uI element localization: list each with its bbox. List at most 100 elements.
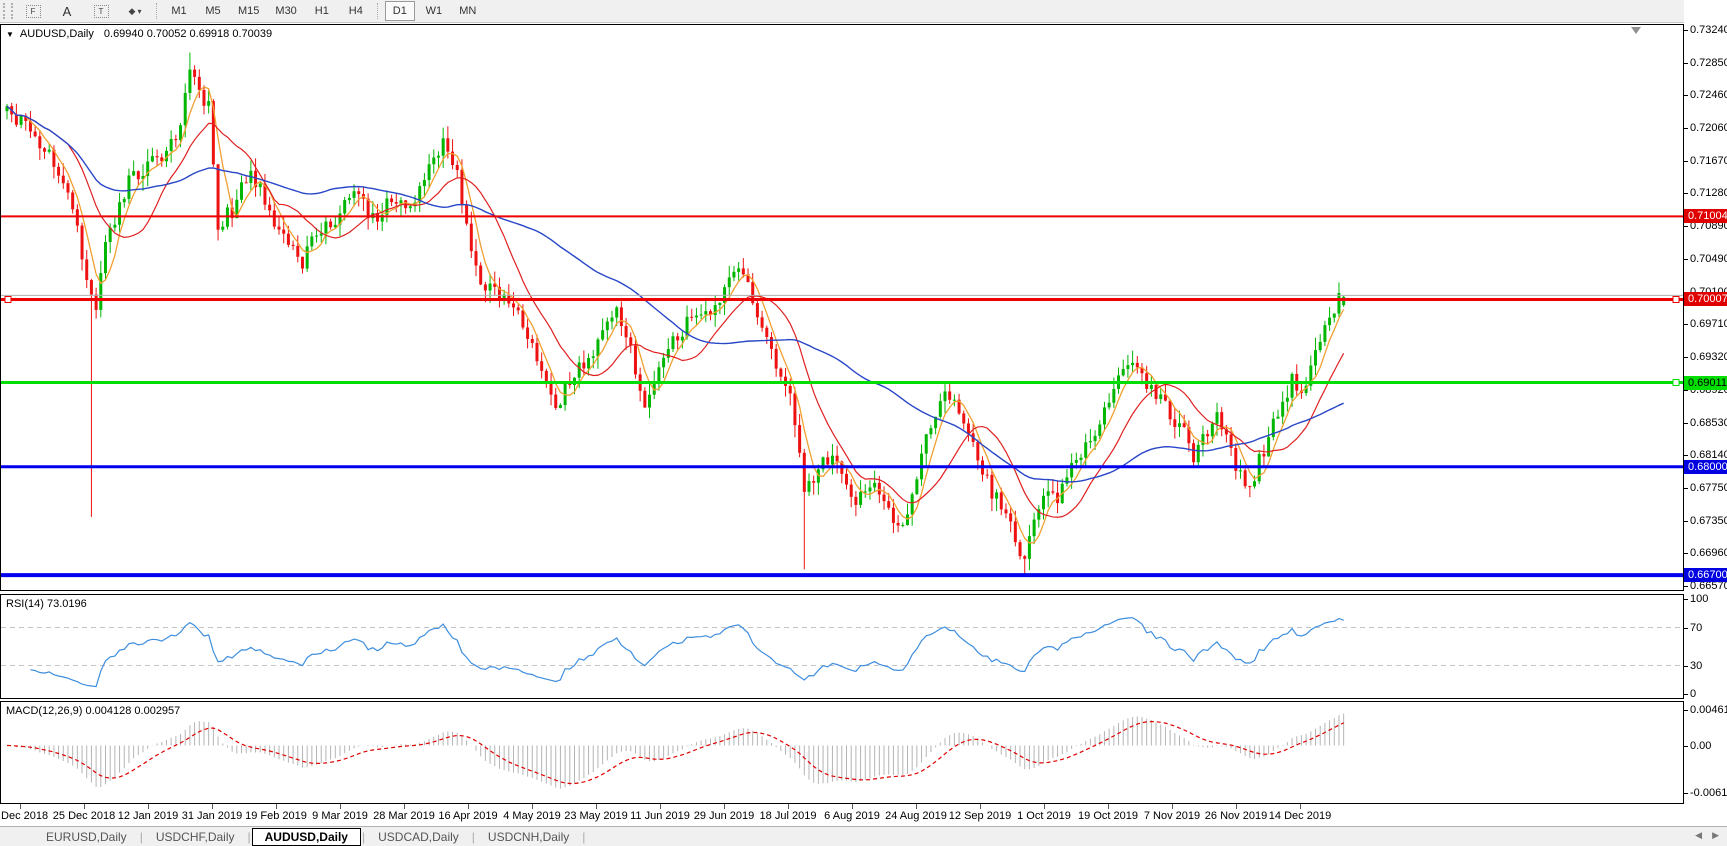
rsi-tick-mark [1684,694,1688,695]
macd-tick-mark [1684,792,1688,794]
price-tick-mark [1684,291,1688,293]
date-tick-mark [1300,804,1301,809]
tab-scroll-right-icon[interactable]: ▶ [1712,830,1719,840]
price-tick-label: 0.70490 [1690,253,1727,266]
rsi-indicator-panel[interactable]: RSI(14) 73.0196 [0,594,1684,699]
date-tick-mark [20,804,21,809]
date-label: 12 Jan 2019 [117,810,179,822]
rsi-tick-label: 0 [1690,688,1697,700]
shapes-icon-glyph: ◆ [128,5,136,16]
rsi-tick-mark [1684,627,1688,629]
date-tick-mark [468,804,469,809]
dropdown-caret-icon: ▾ [137,6,142,16]
macd-signal-line [6,720,1344,785]
date-tick-mark [1236,804,1237,809]
tab-separator: | [247,830,251,844]
macd-tick-label: 0.00 [1690,739,1712,752]
price-tick-label: 0.68530 [1690,416,1727,429]
price-badge-0.71004: 0.71004 [1684,209,1727,224]
date-label: 25 Dec 2018 [52,810,116,822]
date-tick-mark [212,804,213,809]
date-label: 19 Oct 2019 [1078,810,1138,822]
rsi-tick-label: 30 [1690,659,1703,672]
text-tool-icon[interactable]: T [86,1,116,21]
chart-tab-bar: EURUSD,Daily | USDCHF,Daily | AUDUSD,Daily | U… [0,826,1727,846]
price-tick-label: 0.66960 [1690,547,1727,560]
macd-tick-label: 0.004616 [1690,704,1727,716]
date-tick-mark [276,804,277,809]
timeframe-button-h4[interactable]: H4 [348,5,363,17]
rsi-tick-mark [1684,599,1688,600]
price-tick-mark [1684,487,1688,489]
price-badge-0.66700: 0.66700 [1684,568,1727,583]
price-tick-label: 0.69710 [1690,318,1727,331]
date-tick-mark [84,804,85,809]
price-tick-mark [1684,356,1688,358]
snap-grid-icon[interactable]: F [18,1,48,21]
tab-usdchf[interactable]: USDCHF,Daily [155,830,235,844]
timeframe-button-m5[interactable]: M5 [205,5,221,17]
price-tick-mark [1684,455,1688,457]
date-label: 7 Nov 2019 [1143,810,1201,822]
timeframe-button-m30[interactable]: M30 [275,5,297,17]
price-tick-mark [1684,324,1688,326]
timeframe-button-m15[interactable]: M15 [238,5,260,17]
text-label-icon[interactable]: A [62,3,72,19]
rsi-tick-label: 100 [1690,593,1709,605]
macd-tick-label: -0.006126 [1690,786,1727,799]
price-axis[interactable]: 0.73240 0.72850 0.72460 0.72060 0.71670 0.712… [1684,0,1727,826]
chart-shift-marker-icon[interactable] [1631,27,1641,34]
date-tick-mark [148,804,149,809]
tab-scroll-arrows: ◀ ▶ [1695,830,1719,841]
date-tick-mark [1044,804,1045,809]
tab-eurusd[interactable]: EURUSD,Daily [46,830,127,844]
hline-anchor-right[interactable] [1672,295,1680,303]
chart-ohlc-values: 0.69940 0.70052 0.69918 0.70039 [103,28,273,40]
tab-separator: | [471,830,475,844]
timeframe-button-w1[interactable]: W1 [425,5,443,17]
hline-anchor-left[interactable] [4,295,12,303]
date-label: 19 Feb 2019 [245,810,307,822]
chart-dropdown-icon[interactable]: ▼ [6,29,14,39]
date-label: 29 Jun 2019 [693,810,755,822]
timeframe-button-h1[interactable]: H1 [314,5,329,17]
price-chart-panel[interactable]: ▼ AUDUSD,Daily 0.69940 0.70052 0.69918 0… [0,24,1684,591]
date-label: 18 Jul 2019 [759,810,817,822]
price-tick-label: 0.69320 [1690,350,1727,363]
price-tick-label: 0.68140 [1690,449,1727,462]
price-tick-mark [1684,259,1688,261]
hline-anchor-right[interactable] [1672,379,1680,387]
price-tick-label: 0.72460 [1690,89,1727,102]
price-tick-label: 0.72060 [1690,122,1727,135]
price-tick-mark [1684,390,1688,392]
tab-usdcnh[interactable]: USDCNH,Daily [487,830,570,844]
date-tick-mark [980,804,981,809]
price-tick-label: 0.67350 [1690,514,1727,527]
tab-audusd[interactable]: AUDUSD,Daily [251,828,361,846]
tab-separator: | [361,830,366,844]
toolbar: F A T ◆ ▾ M1 M5 M15 M30 H1 H4 D1 W1 MN [0,0,1727,23]
macd-indicator-panel[interactable]: MACD(12,26,9) 0.004128 0.002957 [0,701,1684,804]
timeframe-button-m1[interactable]: M1 [171,5,187,17]
date-label: 26 Nov 2019 [1204,810,1268,822]
date-label: 31 Jan 2019 [181,810,243,822]
toolbar-separator [156,3,158,19]
shapes-icon[interactable]: ◆ ▾ [120,1,150,21]
price-tick-label: 0.66570 [1690,580,1727,592]
rsi-line [30,617,1344,688]
date-tick-mark [404,804,405,809]
date-tick-mark [596,804,597,809]
timeframe-button-d1[interactable]: D1 [384,1,415,21]
timeframe-button-mn[interactable]: MN [459,5,477,17]
price-tick-mark [1684,422,1688,424]
tab-usdcad[interactable]: USDCAD,Daily [378,830,459,844]
date-tick-mark [852,804,853,809]
price-tick-label: 0.71280 [1690,187,1727,200]
price-tick-label: 0.72850 [1690,56,1727,69]
date-tick-mark [660,804,661,809]
tab-scroll-left-icon[interactable]: ◀ [1695,830,1703,840]
ma-slow-line [6,105,1344,483]
date-label: 4 May 2019 [503,810,561,822]
